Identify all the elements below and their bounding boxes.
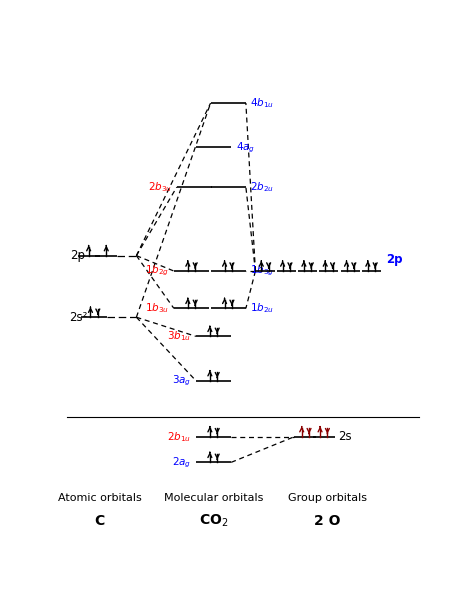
Text: Molecular orbitals: Molecular orbitals bbox=[164, 493, 263, 503]
Text: $2a_g$: $2a_g$ bbox=[172, 455, 191, 470]
Text: Group orbitals: Group orbitals bbox=[288, 493, 367, 503]
Text: C: C bbox=[94, 514, 105, 528]
Text: Atomic orbitals: Atomic orbitals bbox=[58, 493, 142, 503]
Text: $1b_{3g}$: $1b_{3g}$ bbox=[250, 264, 274, 278]
Text: $2b_{1u}$: $2b_{1u}$ bbox=[167, 430, 191, 444]
Text: $1b_{3u}$: $1b_{3u}$ bbox=[146, 301, 169, 315]
Text: 2p: 2p bbox=[386, 253, 403, 266]
Text: $4a_g$: $4a_g$ bbox=[236, 140, 255, 155]
Text: 2s²: 2s² bbox=[70, 311, 88, 324]
Text: 2p: 2p bbox=[70, 249, 85, 262]
Text: $3b_{1u}$: $3b_{1u}$ bbox=[167, 330, 191, 343]
Text: 2s: 2s bbox=[337, 430, 351, 443]
Text: 2 O: 2 O bbox=[314, 514, 341, 528]
Text: CO$_2$: CO$_2$ bbox=[199, 513, 228, 529]
Text: $2b_{3u}$: $2b_{3u}$ bbox=[148, 180, 173, 194]
Text: $1b_{2g}$: $1b_{2g}$ bbox=[146, 264, 169, 278]
Text: $3a_g$: $3a_g$ bbox=[172, 373, 191, 388]
Text: $1b_{2u}$: $1b_{2u}$ bbox=[250, 301, 274, 315]
Text: $2b_{2u}$: $2b_{2u}$ bbox=[250, 180, 274, 194]
Text: $4b_{1u}$: $4b_{1u}$ bbox=[250, 96, 274, 110]
